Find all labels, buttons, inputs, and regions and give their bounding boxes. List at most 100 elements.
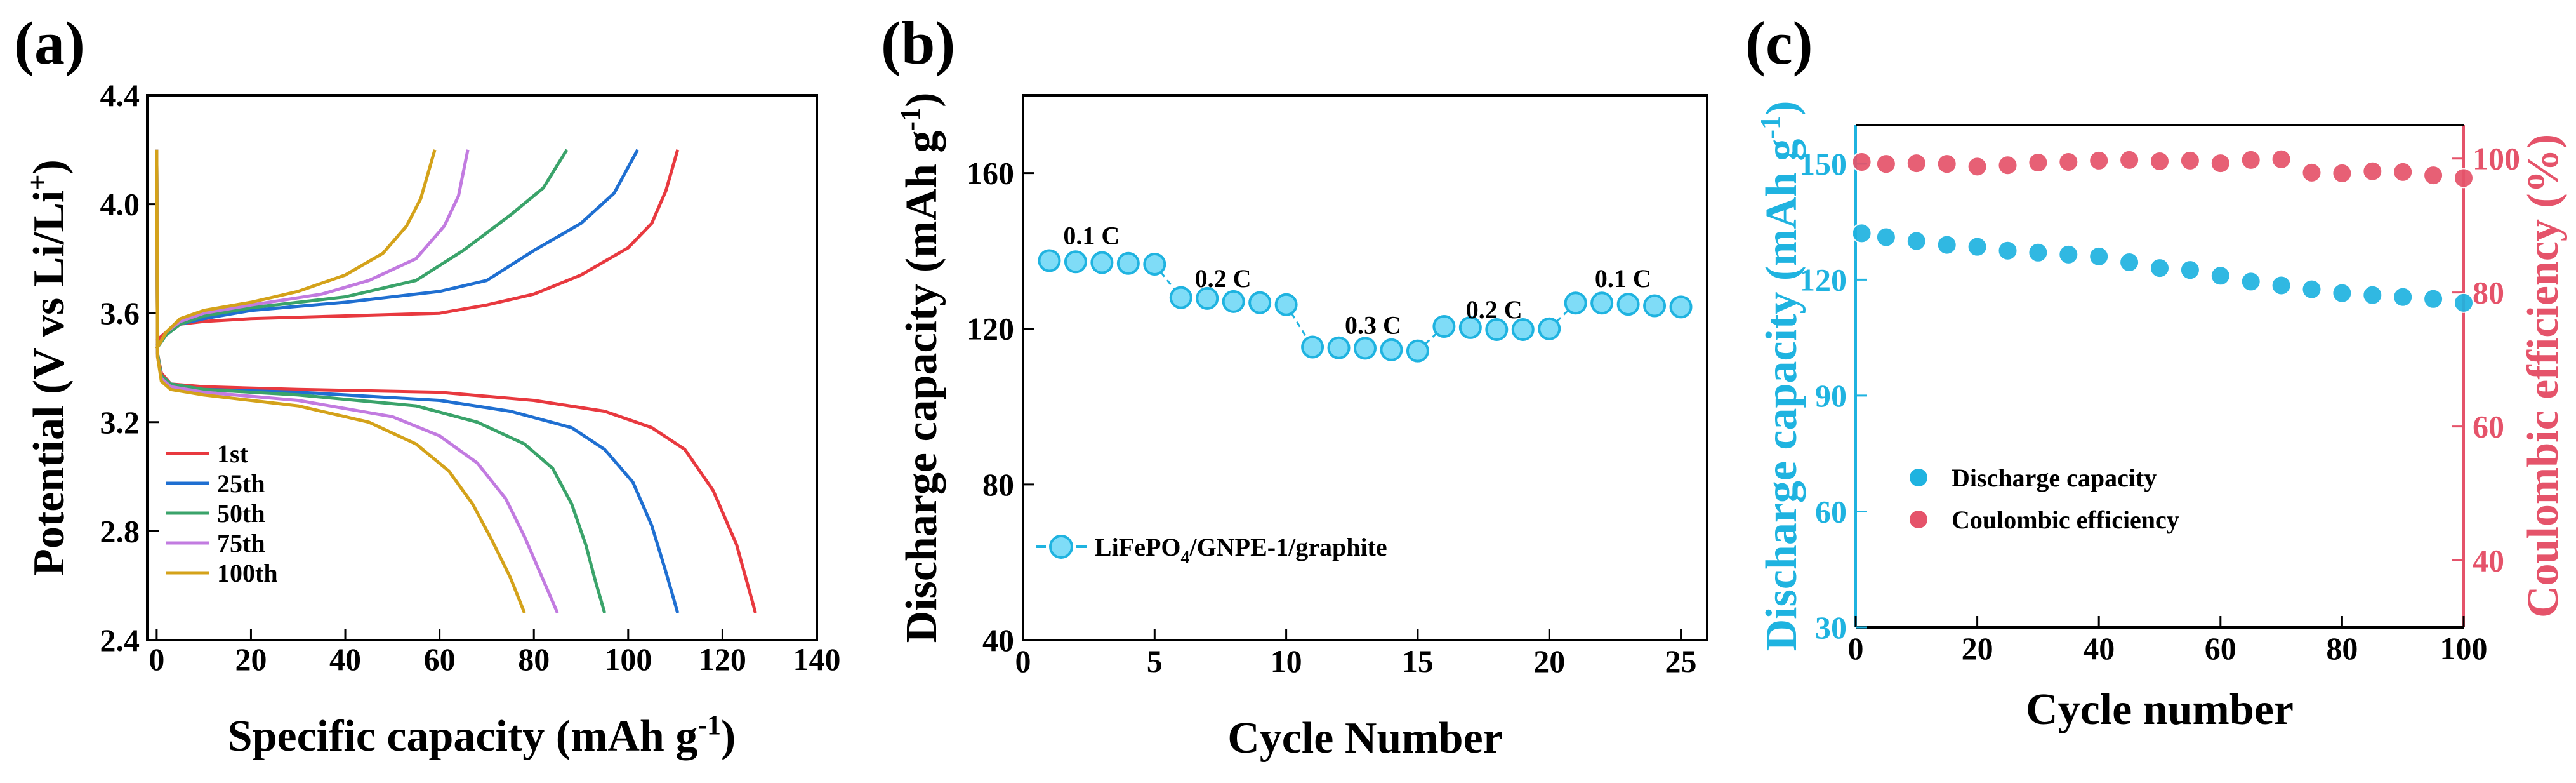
panel-a-y-tick-label: 2.4 xyxy=(100,622,140,658)
panel-b-x-tick-label: 25 xyxy=(1665,643,1697,679)
panel-c-point-coulombic xyxy=(1906,153,1927,174)
panel-c-point-discharge xyxy=(2240,271,2261,292)
panel-a-x-tick-label: 40 xyxy=(329,641,361,677)
panel-a-x-axis-title: Specific capacity (mAh g-1) xyxy=(228,709,736,761)
panel-c-point-coulombic xyxy=(2362,161,2383,182)
panel-b-data-point xyxy=(1274,293,1298,316)
panel-a-y-axis-title: Potential (V vs Li/Li+) xyxy=(22,159,74,576)
panel-b-plot-frame xyxy=(1022,94,1708,641)
panel-b-y-tick-label: 80 xyxy=(982,467,1014,502)
panel-c-legend-marker xyxy=(1908,467,1929,488)
panel-c-point-discharge xyxy=(2301,279,2322,300)
panel-c-point-discharge xyxy=(2058,244,2079,265)
panel-c-point-coulombic xyxy=(2240,149,2261,170)
panel-c-point-discharge xyxy=(2271,275,2292,296)
panel-b-y-tick-label: 120 xyxy=(967,311,1014,347)
panel-a-charge-curve-100th xyxy=(155,149,437,350)
panel-b-data-point xyxy=(1590,291,1614,315)
panel-c-point-coulombic xyxy=(2454,168,2474,189)
panel-c-legend-label: Coulombic efficiency xyxy=(1952,505,2179,534)
panel-a-series xyxy=(155,149,757,614)
panel-a-legend-label-25th: 25th xyxy=(217,469,265,498)
panel-c-point-discharge xyxy=(2179,260,2200,281)
panel-a-legend-label-50th: 50th xyxy=(217,499,265,528)
panel-c-x-tick-label: 60 xyxy=(2205,631,2236,666)
panel-b-rate-label: 0.2 C xyxy=(1466,295,1522,324)
panel-c-right-y-axis-title: Coulombic efficiency (%) xyxy=(2519,134,2568,618)
panel-c-point-coulombic xyxy=(2179,150,2200,171)
panel-b-x-tick-label: 5 xyxy=(1147,643,1163,679)
panel-b-ticks: 0 5 10 15 20 25 40 80 120 160 xyxy=(967,156,1697,679)
panel-c-point-coulombic xyxy=(2301,162,2322,183)
panel-a-legend-label-100th: 100th xyxy=(217,559,278,587)
panel-b-data-point xyxy=(1301,335,1324,359)
panel-c-x-tick-label: 100 xyxy=(2440,631,2488,666)
panel-b-data-point xyxy=(1248,291,1272,314)
panel-b-data-point xyxy=(1511,318,1535,341)
panel-c-x-tick-label: 80 xyxy=(2326,631,2358,666)
panel-b-data-point xyxy=(1485,318,1509,341)
panel-b-rate-label: 0.1 C xyxy=(1063,222,1120,250)
panel-a-legend-label-75th: 75th xyxy=(217,529,265,558)
panel-a-label: (a) xyxy=(14,9,85,77)
panel-a-y-tick-label: 3.2 xyxy=(100,405,140,440)
panel-c-point-discharge xyxy=(1906,231,1927,251)
panel-c-point-discharge xyxy=(1851,223,1872,244)
panel-c-point-discharge xyxy=(2393,286,2414,307)
panel-a-discharge-curve-1st xyxy=(155,149,757,613)
panel-b-data-point xyxy=(1538,317,1561,340)
panel-c-right-y-tick-label: 100 xyxy=(2473,141,2520,177)
panel-c-point-coulombic xyxy=(1936,154,1957,175)
panel-c-point-coulombic xyxy=(2271,149,2292,170)
panel-c-point-coulombic xyxy=(1997,155,2018,176)
panel-c-left-y-tick-label: 90 xyxy=(1815,378,1847,413)
panel-b-x-tick-label: 20 xyxy=(1533,643,1565,679)
panel-c-x-tick-label: 40 xyxy=(2083,631,2115,666)
panel-c-point-coulombic xyxy=(1967,156,1988,177)
panel-b-data-point xyxy=(1669,295,1693,319)
panel-c-point-discharge xyxy=(2119,252,2140,273)
panel-b-y-axis-title: Discharge capacity (mAh g-1) xyxy=(895,93,946,643)
panel-c-point-coulombic xyxy=(1851,152,1872,173)
panel-b-series xyxy=(1038,249,1693,363)
panel-a-x-tick-label: 80 xyxy=(518,641,550,677)
panel-c-left-y-tick-label: 60 xyxy=(1815,493,1847,529)
panel-b-data-point xyxy=(1064,250,1087,274)
panel-a: (a) 0 20 40 60 80 100 120 140 2.4 2.8 3.2 3.6 4.0 4.4… xyxy=(14,9,841,761)
panel-c-point-discharge xyxy=(2423,288,2444,309)
panel-c-point-coulombic xyxy=(2119,149,2140,170)
panel-c-point-discharge xyxy=(2210,265,2231,286)
panel-b-data-point xyxy=(1643,294,1667,318)
panel-c-point-coulombic xyxy=(2028,152,2049,173)
panel-b-y-tick-label: 40 xyxy=(982,622,1014,658)
panel-c-point-discharge xyxy=(2089,246,2110,267)
panel-b-data-point xyxy=(1169,286,1192,309)
panel-c-legend-label: Discharge capacity xyxy=(1952,464,2157,492)
panel-b-rate-label: 0.1 C xyxy=(1595,264,1651,293)
panel-c-point-discharge xyxy=(1967,236,1988,257)
panel-c-left-y-tick-label: 120 xyxy=(1799,262,1847,297)
panel-c-point-discharge xyxy=(1997,240,2018,261)
panel-c-point-discharge xyxy=(1936,234,1957,255)
panel-c-right-y-tick-label: 60 xyxy=(2473,409,2504,445)
panel-a-x-tick-label: 60 xyxy=(424,641,456,677)
panel-c-point-coulombic xyxy=(2210,153,2231,174)
panel-a-y-tick-label: 4.4 xyxy=(100,77,140,113)
panel-c-point-coulombic xyxy=(2089,150,2110,171)
panel-a-x-tick-label: 120 xyxy=(699,641,746,677)
panel-c-point-coulombic xyxy=(1875,154,1896,175)
panel-b-x-axis-title: Cycle Number xyxy=(1227,714,1503,763)
panel-a-y-tick-label: 4.0 xyxy=(100,187,140,222)
panel-b-legend-label: LiFePO4/GNPE-1/graphite xyxy=(1095,533,1387,568)
panel-b-data-point xyxy=(1406,339,1429,363)
panel-b: (b) 0 5 10 15 20 25 40 80 120 160 0.1 C 0.2 C 0.3 C… xyxy=(881,9,1708,763)
panel-b-rate-annotations: 0.1 C 0.2 C 0.3 C 0.2 C 0.1 C xyxy=(1063,222,1651,340)
panel-c-point-discharge xyxy=(2150,258,2170,279)
panel-a-y-tick-label: 3.6 xyxy=(100,295,140,331)
panel-c-point-discharge xyxy=(2454,292,2474,313)
panel-c-x-tick-label: 20 xyxy=(1962,631,1993,666)
panel-b-data-point xyxy=(1354,337,1377,360)
panel-b-data-point xyxy=(1090,251,1114,274)
